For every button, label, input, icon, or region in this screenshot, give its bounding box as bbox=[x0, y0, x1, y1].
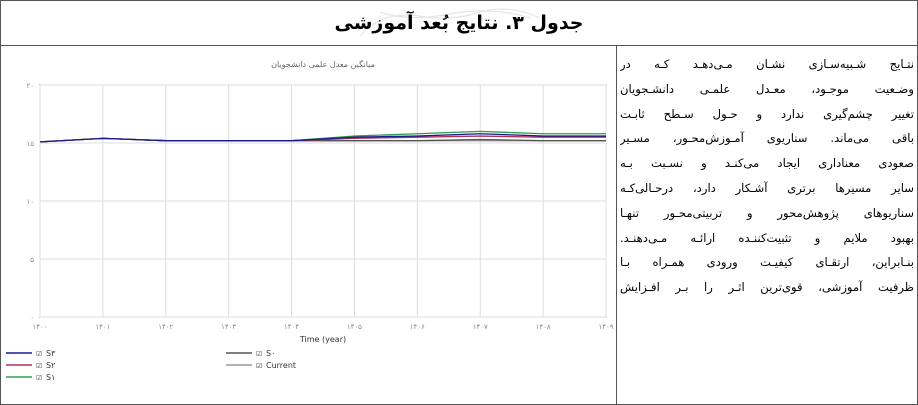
x-tick-label: ۱۴۰۷ bbox=[473, 323, 488, 331]
legend-check-icon: ☑ bbox=[36, 350, 42, 358]
paragraph-line: صعودی معناداری ایجاد می‌کنـد و نسـبت بـه bbox=[620, 156, 914, 171]
legend-label: Current bbox=[266, 361, 296, 370]
paragraph-line: ظرفیت آموزشی، قوی‌ترین اثـر را بـر افـزا… bbox=[620, 280, 914, 295]
paragraph-column: نتـایج شـبیه‌سـازی نشـان مـی‌دهـد کـه در… bbox=[620, 52, 914, 402]
legend-label: S۲ bbox=[46, 361, 55, 370]
chart-panel: میانگین معدل علمی دانشجویان ۲۰ ۱۵ ۱۰ ۵ ۰ ۱۴۰۰ ۱… bbox=[0, 47, 616, 405]
x-tick-label: ۱۴۰۹ bbox=[598, 323, 613, 331]
paragraph-line: وضـعیت موجـود، معـدل علمـی دانشـجویان bbox=[620, 81, 914, 96]
legend-check-icon: ☑ bbox=[36, 374, 42, 382]
x-tick-label: ۱۴۰۲ bbox=[158, 323, 173, 331]
legend-check-icon: ☑ bbox=[256, 362, 262, 370]
x-tick-label: ۱۴۰۵ bbox=[347, 323, 362, 331]
legend-label: S۳ bbox=[46, 349, 56, 358]
paragraph-line: نتـایج شـبیه‌سـازی نشـان مـی‌دهـد کـه در bbox=[620, 57, 914, 71]
y-tick-label: ۰ bbox=[30, 314, 34, 322]
paragraph-line: بهبود ملایم و تثبیت‌کننـده ارائـه مـی‌ده… bbox=[620, 230, 914, 245]
x-tick-label: ۱۴۰۸ bbox=[536, 323, 551, 331]
y-tick-label: ۵ bbox=[30, 256, 34, 264]
legend-check-icon: ☑ bbox=[36, 362, 42, 370]
legend-label: S۱ bbox=[46, 373, 55, 382]
x-tick-label: ۱۴۰۳ bbox=[221, 323, 236, 331]
table-title: جدول ۳. نتایج بُعد آموزشی bbox=[334, 11, 584, 34]
x-tick-label: ۱۴۰۰ bbox=[32, 323, 47, 331]
y-tick-label: ۲۰ bbox=[26, 82, 34, 90]
paragraph-line: باقی می‌ماند. سناریوی آمـوزش‌محـور، مسـی… bbox=[620, 131, 914, 146]
paragraph-line: سایر مسیرها برتری آشـکار دارد، درحـالی‌ک… bbox=[620, 180, 914, 195]
y-tick-label: ۱۰ bbox=[26, 198, 34, 206]
series-line bbox=[39, 133, 606, 143]
paragraph-line: تغییر چشم‌گیری ندارد و حـول سـطح ثابـت bbox=[620, 106, 914, 121]
table-title-row: جدول ۳. نتایج بُعد آموزشی bbox=[0, 0, 918, 46]
chart-title: میانگین معدل علمی دانشجویان bbox=[271, 59, 375, 69]
legend-check-icon: ☑ bbox=[256, 350, 262, 358]
paragraph-line: بنـابراین، ارتقـای کیفیـت ورودی همـراه ب… bbox=[620, 255, 914, 270]
legend-label: S۰ bbox=[266, 349, 275, 358]
x-tick-label: ۱۴۰۴ bbox=[284, 323, 299, 331]
x-tick-label: ۱۴۰۶ bbox=[410, 323, 425, 331]
column-divider bbox=[616, 46, 617, 405]
paragraph-line: سناریوهای پژوهش‌محور و تربیتی‌محـور تنهـ… bbox=[620, 205, 914, 220]
y-tick-label: ۱۵ bbox=[26, 140, 34, 148]
x-tick-label: ۱۴۰۱ bbox=[95, 323, 110, 331]
x-axis-label: Time (year) bbox=[299, 335, 346, 344]
